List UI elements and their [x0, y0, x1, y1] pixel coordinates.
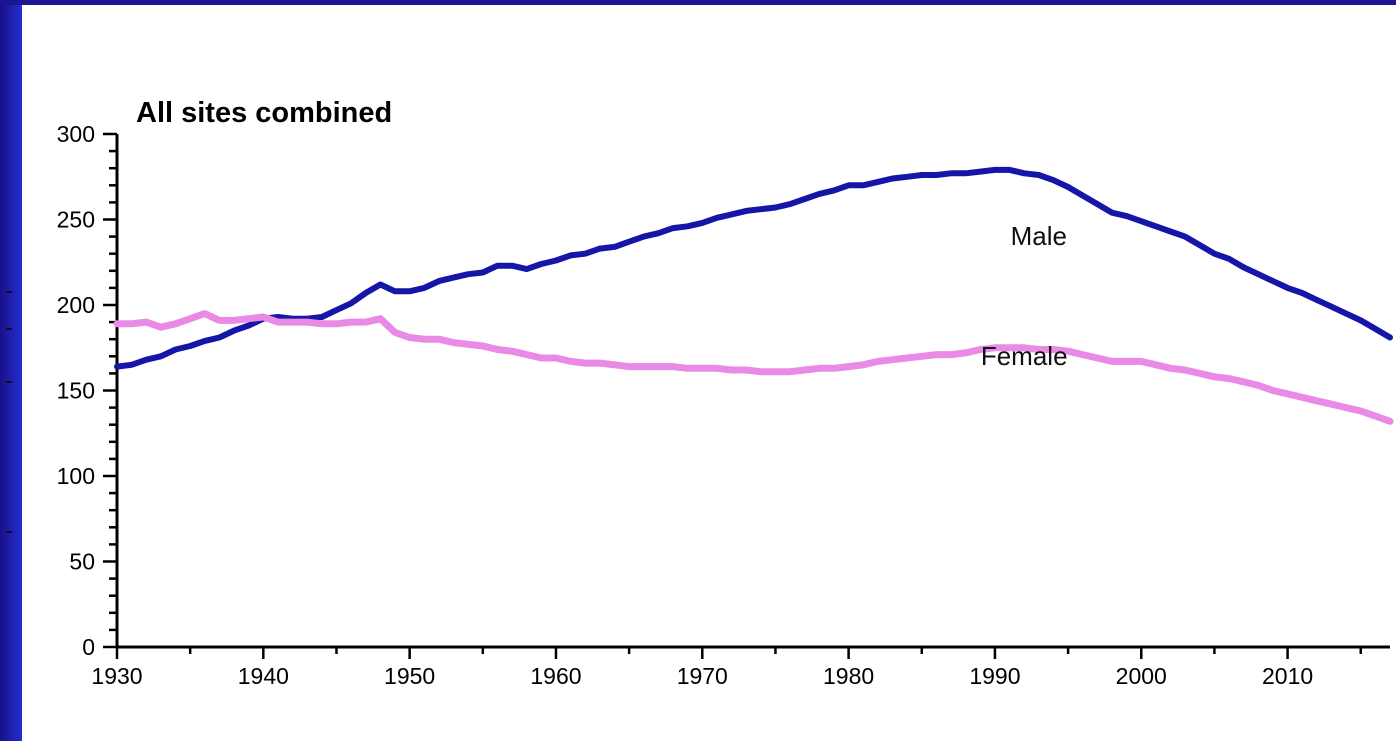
chart-series: Male Female	[113, 166, 1394, 425]
chart-title: All sites combined	[136, 97, 392, 129]
clipped-tick-mark	[6, 531, 12, 533]
clipped-tick-mark	[6, 381, 12, 383]
slide-top-border	[0, 0, 1396, 5]
x-tick-label: 2010	[1262, 663, 1313, 689]
x-tick-label: 1990	[969, 663, 1020, 689]
y-tick-label: 0	[82, 634, 95, 660]
slide-left-border	[0, 0, 22, 741]
x-tick-label: 1970	[677, 663, 728, 689]
x-tick-label: 1930	[91, 663, 142, 689]
y-tick-label: 100	[57, 463, 95, 489]
clipped-tick-mark	[6, 328, 12, 330]
x-tick-label: 1980	[823, 663, 874, 689]
x-tick-label: 1960	[530, 663, 581, 689]
series-label-female: Female	[981, 341, 1068, 371]
x-tick-label: 1950	[384, 663, 435, 689]
x-tick-label: 2000	[1116, 663, 1167, 689]
y-tick-label: 300	[57, 121, 95, 147]
clipped-tick-mark	[6, 291, 12, 293]
y-tick-label: 200	[57, 292, 95, 318]
y-tick-label: 150	[57, 378, 95, 404]
series-label-male: Male	[1011, 221, 1067, 251]
x-tick-label: 1940	[238, 663, 289, 689]
chart-axes: 0 50 100 150 200 250 300 1930 1940 1950 1960 1970 19…	[57, 121, 1390, 689]
y-tick-label: 50	[69, 549, 95, 575]
series-line-male	[114, 166, 1393, 370]
y-tick-label: 250	[57, 207, 95, 233]
series-line-female	[113, 310, 1394, 425]
